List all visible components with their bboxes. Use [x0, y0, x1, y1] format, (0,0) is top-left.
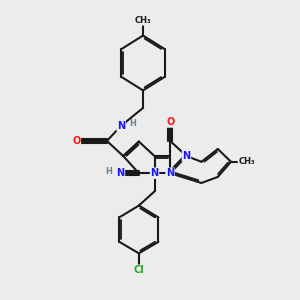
Text: H: H [130, 119, 136, 128]
Text: N: N [117, 121, 125, 131]
Text: N: N [116, 168, 124, 178]
Text: CH₃: CH₃ [135, 16, 152, 25]
Text: N: N [166, 168, 174, 178]
Text: N: N [182, 151, 190, 161]
Text: O: O [72, 136, 80, 146]
Text: Cl: Cl [134, 265, 144, 275]
Text: N: N [151, 168, 159, 178]
Text: CH₃: CH₃ [238, 157, 255, 166]
Text: H: H [105, 167, 112, 176]
Text: O: O [166, 117, 174, 127]
